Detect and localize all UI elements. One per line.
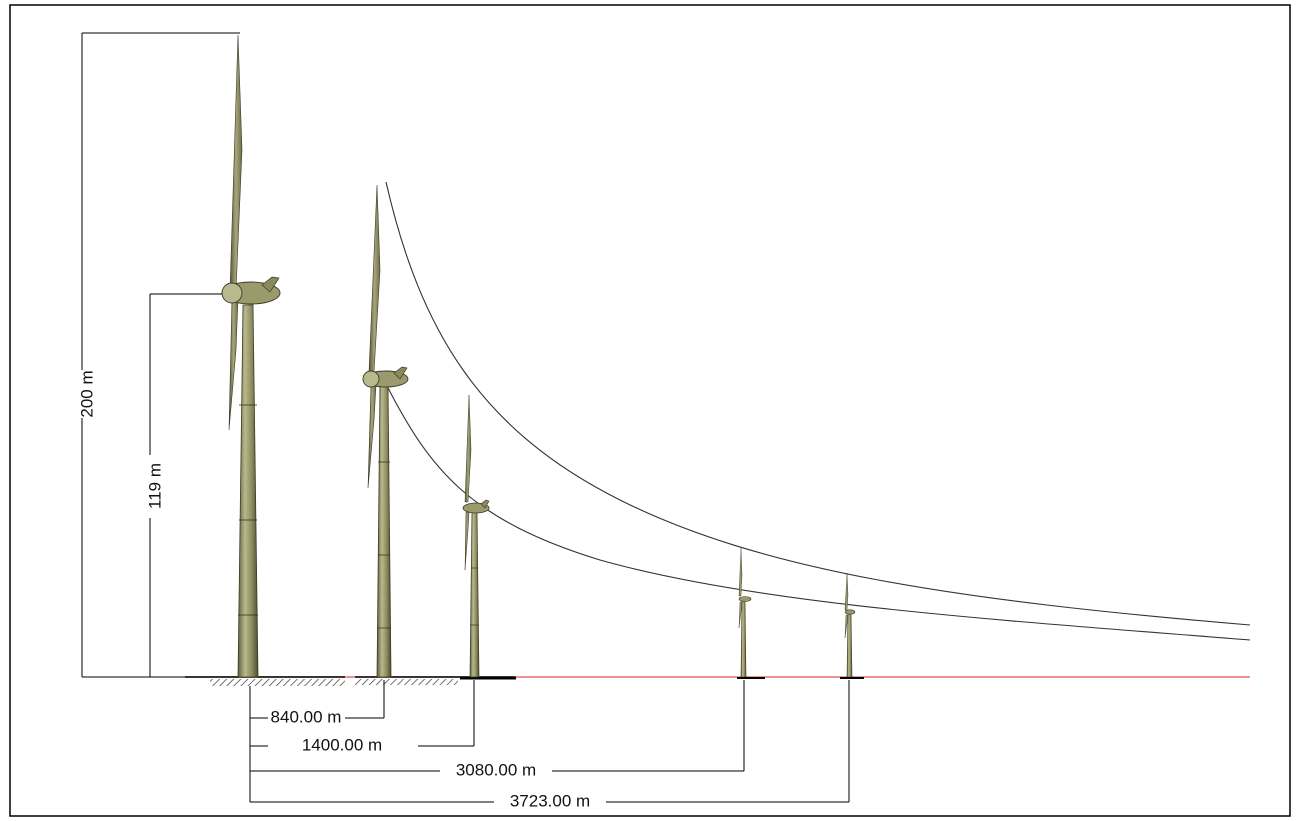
distance-3080-label: 3080.00 m — [456, 760, 536, 779]
sight-curve-lower — [385, 383, 1251, 641]
dimension-840: 840.00 m — [249, 680, 385, 802]
sight-curve-upper — [385, 181, 1251, 626]
dimension-total-height: 200 m — [77, 32, 240, 678]
turbine-1 — [221, 34, 281, 678]
turbine-1-blade-up — [229, 34, 243, 291]
dimension-3723: 3723.00 m — [250, 680, 850, 810]
turbine-1-blade-down — [228, 297, 239, 431]
turbine-4 — [737, 547, 765, 679]
dimension-3080: 3080.00 m — [250, 680, 745, 779]
dimension-hub-height: 119 m — [145, 293, 222, 677]
turbine-3-tower — [469, 509, 480, 678]
foundation-hatch-2 — [355, 679, 458, 685]
turbine-5 — [840, 572, 864, 679]
frame — [9, 4, 1291, 817]
turbine-1-tower — [237, 304, 259, 678]
distance-1400-label: 1400.00 m — [302, 735, 382, 754]
distance-3723-label: 3723.00 m — [510, 791, 590, 810]
foundation-hatch-1 — [210, 679, 345, 686]
turbine-2-blade-up — [368, 184, 381, 373]
turbine-5-tower — [846, 612, 853, 678]
distance-840-label: 840.00 m — [271, 707, 342, 726]
turbine-4-tower — [740, 599, 747, 678]
total-height-label: 200 m — [77, 370, 96, 417]
turbine-4-blade-down — [738, 601, 743, 629]
turbine-5-nacelle — [844, 609, 856, 615]
turbine-3-blade-up — [464, 394, 472, 503]
dimension-1400: 1400.00 m — [250, 680, 475, 754]
hub-height-label: 119 m — [145, 463, 164, 509]
turbine-2-tower — [376, 384, 392, 678]
turbine-3 — [462, 394, 490, 678]
turbine-4-blade-up — [738, 547, 743, 597]
turbine-2-blade-down — [367, 384, 377, 489]
turbine-5-blade-down — [844, 614, 849, 639]
turbine-5-blade-up — [844, 572, 849, 611]
turbine-3-blade-down — [464, 511, 470, 571]
turbine-4-nacelle — [738, 596, 752, 602]
turbine-2 — [362, 184, 409, 678]
